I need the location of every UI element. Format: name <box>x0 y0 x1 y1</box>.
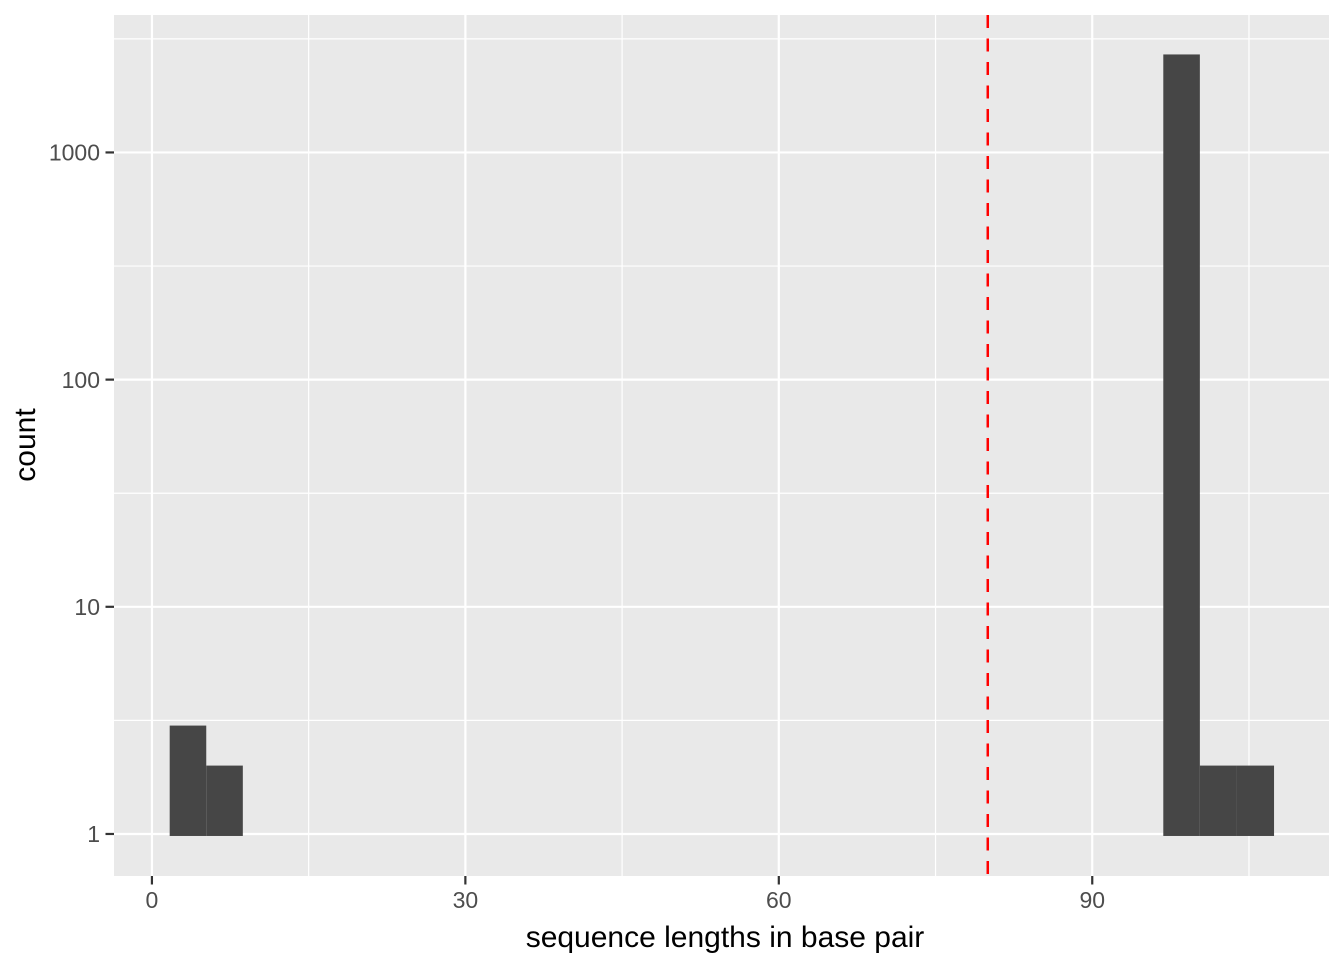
histogram-bar <box>1199 765 1237 836</box>
y-axis-title: count <box>9 408 42 482</box>
bars-layer <box>169 54 1275 836</box>
histogram-bar <box>169 725 207 836</box>
histogram-bar <box>206 765 243 836</box>
tick-labels-layer: 0 30 60 90 1 10 100 1000 <box>49 140 1105 913</box>
x-tick-label: 0 <box>146 887 159 913</box>
x-tick-label: 30 <box>453 887 479 913</box>
plot-panel <box>114 15 1329 876</box>
minor-gridlines <box>114 15 1329 876</box>
histogram-bar <box>1236 765 1275 836</box>
y-tick-label: 1 <box>87 821 100 847</box>
axis-ticks-layer <box>105 151 1094 885</box>
histogram-bar <box>1163 54 1200 836</box>
y-tick-label: 10 <box>74 594 100 620</box>
y-tick-label: 1000 <box>49 140 100 166</box>
x-axis-title: sequence lengths in base pair <box>526 921 925 954</box>
y-tick-label: 100 <box>62 367 100 393</box>
major-gridlines <box>114 15 1329 876</box>
x-tick-label: 60 <box>766 887 792 913</box>
x-tick-label: 90 <box>1079 887 1105 913</box>
panel-layer <box>114 15 1329 876</box>
